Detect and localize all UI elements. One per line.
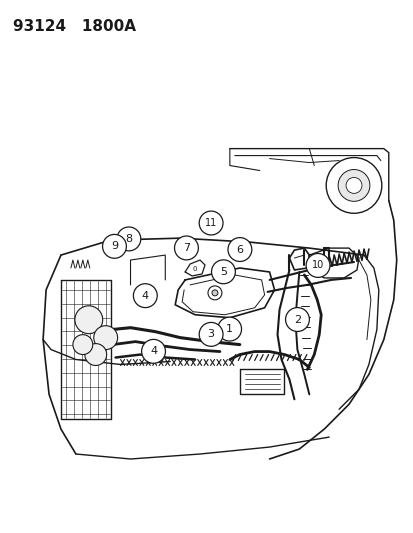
Text: 93124   1800A: 93124 1800A <box>13 19 136 34</box>
Circle shape <box>211 260 235 284</box>
Circle shape <box>85 344 107 366</box>
Circle shape <box>207 286 221 300</box>
Circle shape <box>345 177 361 193</box>
Text: 7: 7 <box>183 243 190 253</box>
Text: 6: 6 <box>236 245 243 255</box>
Text: 11: 11 <box>204 218 217 228</box>
Circle shape <box>133 284 157 308</box>
Circle shape <box>116 227 140 251</box>
Text: 9: 9 <box>111 241 118 252</box>
Text: 10: 10 <box>311 261 323 270</box>
Text: 2: 2 <box>293 314 300 325</box>
Circle shape <box>305 254 329 277</box>
Text: 5: 5 <box>219 267 226 277</box>
Circle shape <box>285 308 309 332</box>
Circle shape <box>93 326 117 350</box>
Circle shape <box>211 290 217 296</box>
Circle shape <box>325 158 381 213</box>
Text: 4: 4 <box>141 290 149 301</box>
Circle shape <box>199 322 223 346</box>
Circle shape <box>228 238 251 262</box>
Circle shape <box>102 235 126 259</box>
Circle shape <box>174 236 198 260</box>
Circle shape <box>75 306 102 334</box>
Text: 8: 8 <box>125 234 132 244</box>
Circle shape <box>199 211 223 235</box>
Circle shape <box>141 340 165 364</box>
Circle shape <box>73 335 93 354</box>
Circle shape <box>217 317 241 341</box>
Circle shape <box>337 169 369 201</box>
Text: 3: 3 <box>207 329 214 340</box>
Text: 1: 1 <box>225 324 233 334</box>
Text: 4: 4 <box>150 346 157 357</box>
Text: 0: 0 <box>192 266 197 272</box>
